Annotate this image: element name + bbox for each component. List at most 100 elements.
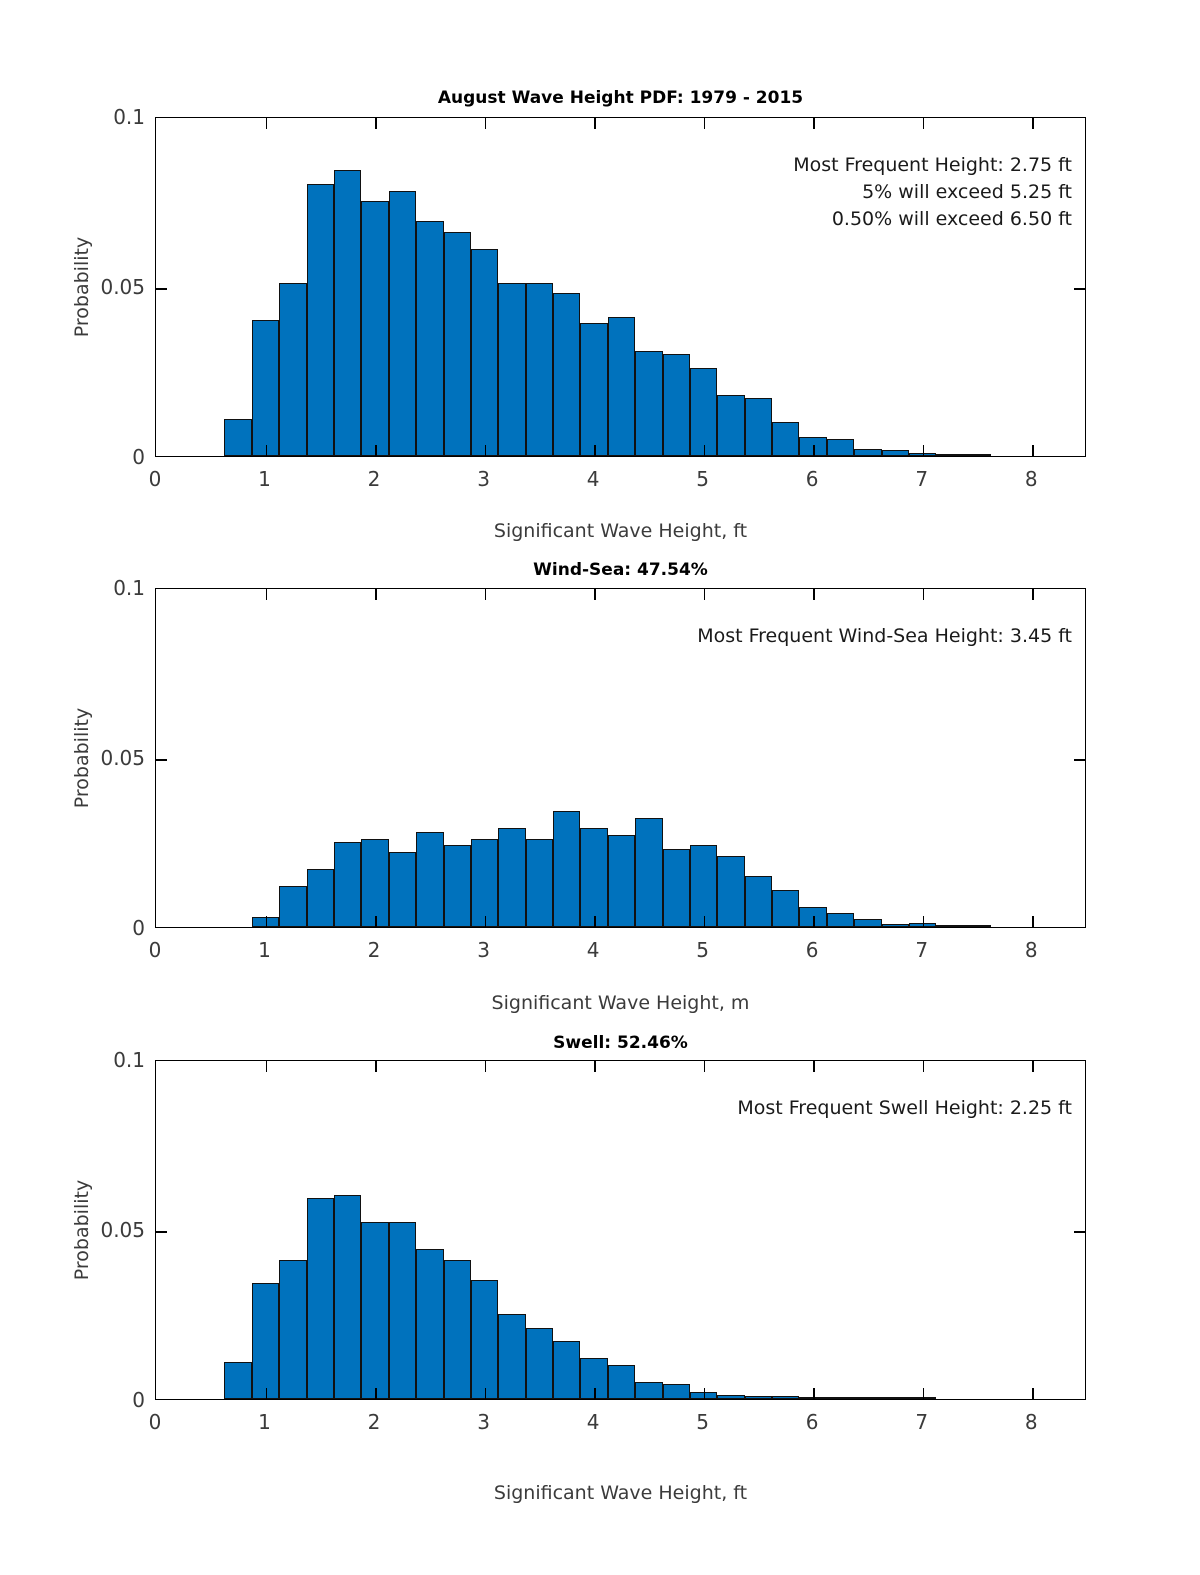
x-tick — [265, 1388, 268, 1399]
bar — [936, 454, 964, 456]
x-tick-label: 6 — [805, 1410, 819, 1434]
chart-title-wind-sea: Wind-Sea: 47.54% — [533, 560, 708, 580]
y-tick-label: 0 — [132, 445, 145, 469]
bar — [635, 1382, 663, 1399]
x-tick — [484, 118, 487, 129]
bar — [662, 354, 690, 456]
x-tick-label: 2 — [367, 1410, 381, 1434]
bar — [662, 1383, 690, 1399]
y-tick-label: 0.05 — [100, 275, 145, 299]
bar — [443, 845, 471, 927]
y-tick-label: 0.05 — [100, 746, 145, 770]
x-tick-label: 6 — [805, 938, 819, 962]
y-tick — [1074, 1231, 1085, 1233]
bar — [251, 320, 280, 456]
bar — [607, 1365, 636, 1399]
bar — [525, 1327, 554, 1399]
bar — [525, 282, 554, 456]
x-tick-label: 2 — [367, 467, 381, 491]
x-tick — [375, 1388, 377, 1399]
x-tick — [703, 1388, 706, 1399]
annotation-line: Most Frequent Swell Height: 2.25 ft — [737, 1097, 1072, 1119]
bar — [881, 923, 909, 927]
annotation-line: Most Frequent Height: 2.75 ft — [793, 154, 1072, 176]
x-tick-label: 8 — [1024, 467, 1038, 491]
x-tick — [484, 916, 487, 927]
x-tick — [922, 1061, 925, 1072]
bar — [635, 350, 663, 456]
x-tick — [265, 589, 268, 600]
bar — [826, 439, 855, 456]
bar — [881, 449, 909, 456]
x-tick — [703, 1061, 706, 1072]
y-tick-label: 0 — [132, 916, 145, 940]
x-tick — [594, 589, 596, 600]
y-axis-label-swell: Probability — [71, 1179, 93, 1281]
bar — [662, 848, 690, 927]
x-tick — [922, 445, 925, 456]
x-tick — [375, 589, 377, 600]
x-tick — [703, 118, 706, 129]
y-tick — [1074, 288, 1085, 290]
bar — [279, 886, 307, 927]
bar — [580, 828, 608, 927]
bar — [306, 184, 334, 456]
x-tick-label: 7 — [915, 938, 929, 962]
bar — [607, 835, 636, 927]
x-tick-label: 3 — [477, 1410, 490, 1434]
x-tick — [375, 445, 377, 456]
x-tick — [265, 118, 268, 129]
bar — [854, 918, 882, 927]
bar — [443, 231, 471, 456]
y-tick — [156, 288, 167, 290]
x-tick-label: 0 — [148, 1410, 162, 1434]
bar — [333, 1195, 362, 1399]
plot-area-swell — [155, 1060, 1086, 1400]
bar — [826, 1397, 855, 1399]
bar — [826, 913, 855, 927]
x-tick-label: 4 — [586, 1410, 600, 1434]
bar — [580, 323, 608, 456]
bar — [772, 1395, 800, 1399]
x-tick — [813, 589, 815, 600]
x-axis-label-wind-sea: Significant Wave Height, m — [491, 992, 750, 1014]
bar — [333, 842, 362, 927]
bar — [388, 1222, 417, 1399]
x-tick-label: 8 — [1024, 1410, 1038, 1434]
x-tick-label: 4 — [586, 467, 600, 491]
x-tick — [265, 445, 268, 456]
y-tick-label: 0.1 — [113, 1048, 145, 1072]
y-tick-label: 0.1 — [113, 105, 145, 129]
bar — [854, 1397, 882, 1399]
bar — [772, 422, 800, 456]
bar — [361, 1222, 389, 1399]
bar — [635, 818, 663, 927]
annotation-block-total-wave-height: Most Frequent Height: 2.75 ft 5% will exc… — [155, 152, 1072, 233]
bars-total-wave-height — [156, 118, 1085, 456]
bar — [909, 1397, 937, 1399]
bar — [224, 1361, 252, 1399]
bar — [607, 316, 636, 456]
x-tick — [813, 1061, 815, 1072]
bar — [717, 394, 745, 456]
annotation-block-wind-sea: Most Frequent Wind-Sea Height: 3.45 ft — [155, 623, 1072, 650]
bar — [553, 292, 581, 456]
x-tick — [1032, 916, 1034, 927]
x-tick-label: 5 — [696, 938, 710, 962]
bar — [498, 282, 526, 456]
x-tick-label: 7 — [915, 1410, 929, 1434]
bar — [744, 876, 773, 927]
x-tick — [703, 445, 706, 456]
bar — [909, 922, 937, 927]
bar — [553, 811, 581, 927]
bar — [306, 869, 334, 927]
y-axis-label-total-wave-height: Probability — [71, 236, 93, 338]
annotation-line: Most Frequent Wind-Sea Height: 3.45 ft — [697, 625, 1072, 647]
bar — [689, 367, 718, 456]
x-tick-label: 5 — [696, 467, 710, 491]
bar — [416, 1249, 444, 1399]
x-tick — [813, 118, 815, 129]
x-tick-label: 1 — [258, 938, 271, 962]
x-tick — [922, 1388, 925, 1399]
bar — [361, 201, 389, 456]
